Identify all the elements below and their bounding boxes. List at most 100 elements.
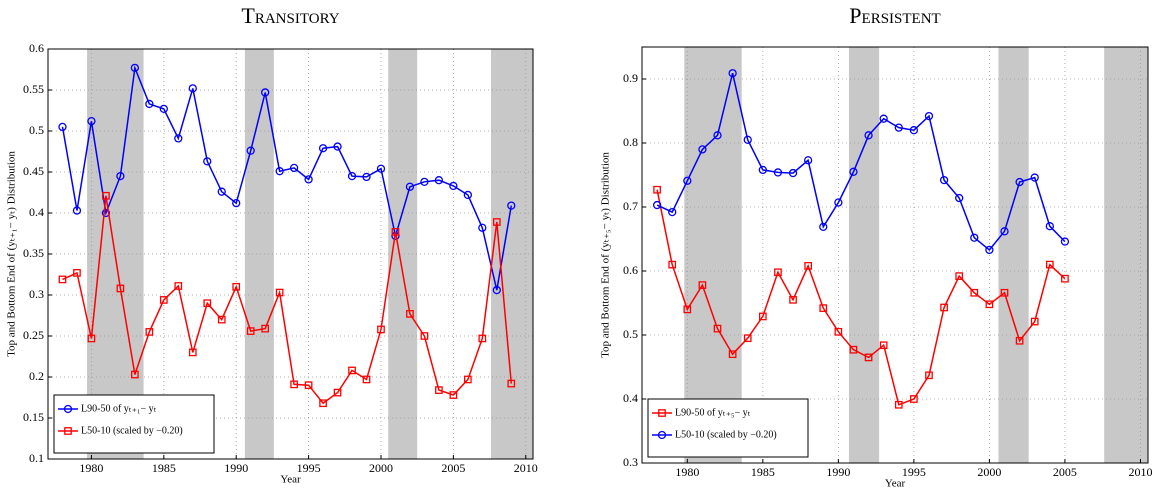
marker — [478, 223, 487, 232]
marker — [864, 353, 873, 362]
marker — [435, 386, 443, 394]
marker — [434, 176, 444, 185]
marker — [864, 131, 873, 140]
x-tick-label: 1980 — [79, 461, 103, 475]
y-tick-label: 0.55 — [23, 82, 44, 96]
marker — [319, 399, 327, 408]
x-tick-label: 2010 — [514, 461, 538, 475]
marker — [275, 288, 284, 297]
marker — [1000, 227, 1009, 236]
x-tick-label: 1995 — [297, 461, 321, 475]
marker — [879, 341, 888, 350]
marker — [232, 282, 241, 291]
marker — [492, 285, 501, 295]
marker — [261, 88, 270, 97]
marker — [683, 305, 692, 314]
y-tick-label: 0.2 — [29, 369, 44, 383]
y-tick-label: 0.4 — [623, 391, 638, 405]
y-tick-label: 0.3 — [623, 455, 638, 469]
marker — [362, 375, 371, 384]
recession-band — [848, 47, 880, 463]
marker — [304, 381, 313, 390]
marker — [188, 348, 197, 357]
marker — [101, 208, 111, 218]
marker — [1061, 274, 1069, 283]
recession-band — [998, 47, 1029, 463]
marker — [653, 185, 661, 194]
marker — [819, 222, 828, 231]
marker — [159, 296, 168, 304]
marker — [909, 126, 919, 135]
marker — [894, 123, 903, 132]
marker — [698, 281, 707, 289]
marker — [774, 268, 782, 277]
marker — [203, 299, 212, 308]
marker — [683, 176, 692, 185]
y-tick-label: 0.1 — [29, 451, 44, 465]
chart-title: Transitory — [241, 3, 339, 28]
x-tick-label: 1990 — [224, 461, 248, 475]
marker — [420, 332, 429, 340]
x-tick-label: 1990 — [826, 465, 850, 479]
marker — [362, 172, 371, 182]
y-tick-label: 0.8 — [623, 135, 638, 149]
marker — [789, 295, 797, 304]
y-tick-label: 0.5 — [623, 327, 638, 341]
marker — [377, 325, 385, 334]
marker — [758, 312, 767, 321]
marker — [420, 177, 429, 186]
marker — [713, 324, 722, 333]
marker — [478, 334, 487, 343]
marker — [102, 191, 110, 200]
series-line — [656, 189, 1066, 406]
marker — [819, 304, 828, 312]
marker — [804, 262, 812, 270]
chart-title: Persistent — [849, 3, 940, 28]
marker — [347, 171, 357, 181]
x-tick-label: 1995 — [902, 465, 926, 479]
marker — [1015, 177, 1024, 187]
marker — [406, 310, 414, 318]
marker — [318, 144, 328, 153]
y-tick-label: 0.6 — [29, 41, 44, 55]
legend-marker — [658, 409, 666, 417]
series-line — [656, 73, 1066, 251]
marker — [145, 99, 154, 109]
x-tick-label: 2000 — [369, 461, 393, 475]
marker — [985, 245, 994, 255]
marker — [58, 122, 67, 132]
marker — [87, 334, 96, 343]
marker — [449, 181, 458, 191]
x-axis-label: Year — [885, 478, 906, 490]
legend-label: L90-50 of yₜ₊₅− yₜ — [675, 407, 751, 418]
recession-band — [244, 49, 274, 459]
marker — [391, 228, 400, 236]
plot-frame — [641, 46, 1149, 464]
marker — [145, 328, 154, 336]
marker — [773, 168, 783, 177]
y-tick-label: 0.4 — [29, 205, 44, 219]
marker — [246, 327, 255, 335]
marker — [713, 131, 722, 140]
marker — [275, 167, 284, 176]
marker — [217, 315, 226, 324]
y-tick-label: 0.5 — [29, 123, 44, 137]
legend-marker — [657, 430, 667, 440]
marker — [728, 350, 737, 359]
marker — [58, 275, 67, 284]
marker — [970, 233, 979, 242]
marker — [849, 167, 858, 176]
marker — [1015, 336, 1024, 345]
marker — [174, 134, 183, 143]
marker — [1000, 288, 1009, 297]
marker — [203, 157, 212, 166]
y-tick-label: 0.7 — [623, 199, 638, 213]
marker — [463, 190, 473, 200]
marker — [1060, 237, 1070, 246]
marker — [834, 198, 843, 207]
y-axis-label: Top and Bottom End of (yₜ₊₅− yₜ) Distrib… — [600, 152, 612, 358]
recession-band — [1104, 47, 1148, 463]
marker — [894, 400, 903, 409]
marker — [261, 324, 270, 333]
